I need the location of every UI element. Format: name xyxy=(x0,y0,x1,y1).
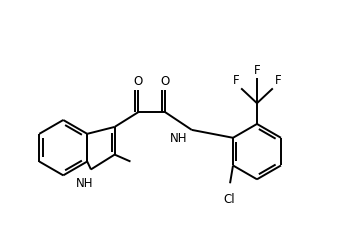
Text: O: O xyxy=(160,75,170,88)
Text: F: F xyxy=(233,74,239,87)
Text: NH: NH xyxy=(170,132,188,145)
Text: F: F xyxy=(275,74,282,87)
Text: Cl: Cl xyxy=(223,193,235,206)
Text: F: F xyxy=(254,65,260,78)
Text: NH: NH xyxy=(76,177,94,190)
Text: O: O xyxy=(134,75,143,88)
